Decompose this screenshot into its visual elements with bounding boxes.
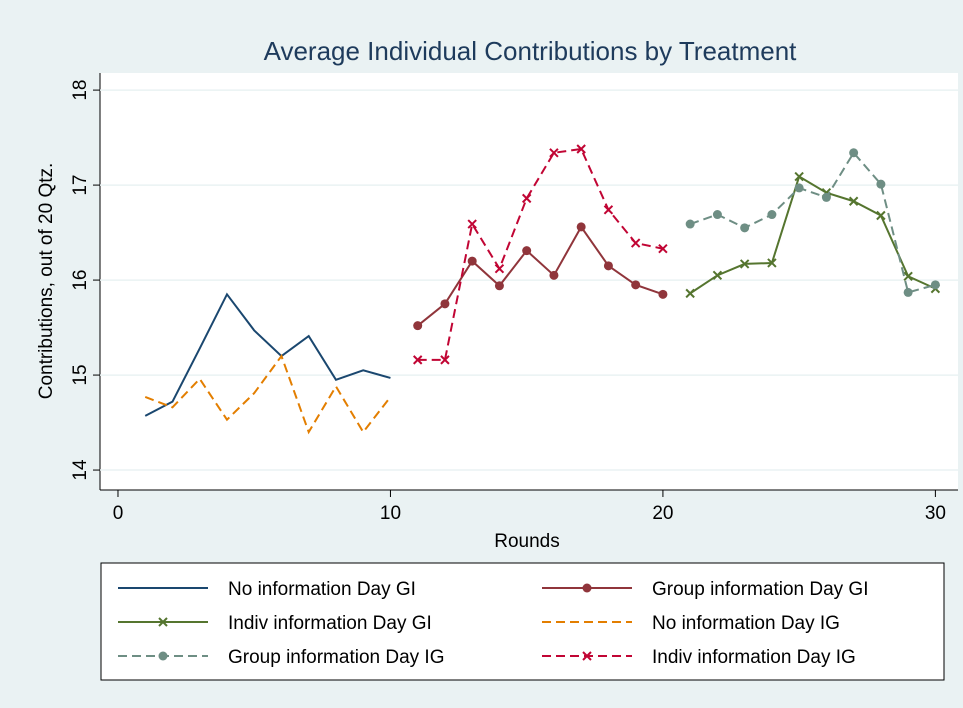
- series-line: [417, 225, 664, 327]
- legend-label: Indiv information Day GI: [228, 613, 432, 634]
- legend-marker: [158, 651, 168, 661]
- legend-label: No information Day IG: [652, 613, 840, 634]
- point: [658, 289, 668, 299]
- point: [876, 179, 886, 189]
- legend-box: [100, 562, 945, 681]
- point: [467, 219, 477, 229]
- legend-label: Group information Day IG: [228, 647, 444, 668]
- point: [685, 288, 695, 299]
- legend-label: No information Day GI: [228, 579, 416, 600]
- legend-marker: [582, 651, 592, 661]
- x-tick-label: 20: [652, 503, 673, 524]
- point: [467, 256, 477, 266]
- point: [740, 223, 750, 233]
- legend-marker: [158, 617, 168, 627]
- point: [440, 299, 450, 309]
- chart-title: Average Individual Contributions by Trea…: [264, 36, 798, 66]
- point: [576, 144, 586, 154]
- point: [876, 210, 886, 221]
- point: [440, 355, 450, 365]
- x-tick-label: 10: [380, 503, 401, 524]
- point: [412, 355, 423, 365]
- point: [794, 183, 804, 193]
- point: [821, 192, 831, 202]
- point: [767, 258, 777, 268]
- series-line: [417, 147, 664, 361]
- point: [494, 263, 505, 274]
- plot-area: [100, 73, 958, 490]
- point: [903, 287, 913, 297]
- point: [930, 280, 940, 290]
- point: [848, 196, 859, 206]
- point: [494, 281, 504, 291]
- point: [712, 270, 723, 281]
- legend-marker: [582, 583, 592, 593]
- y-tick-label: 16: [70, 270, 91, 291]
- series-line: [144, 292, 391, 417]
- y-tick-label: 15: [70, 364, 91, 385]
- point: [413, 321, 423, 331]
- point: [739, 259, 750, 269]
- point: [521, 193, 532, 204]
- point: [658, 244, 668, 254]
- point: [712, 210, 722, 220]
- x-tick-label: 0: [113, 503, 124, 524]
- point: [685, 219, 695, 229]
- y-tick-label: 14: [70, 459, 91, 481]
- point: [603, 261, 613, 271]
- legend-label: Group information Day GI: [652, 579, 868, 600]
- point: [903, 271, 913, 281]
- legend-label: Indiv information Day IG: [652, 647, 856, 668]
- y-tick-label: 17: [70, 175, 91, 196]
- point: [794, 171, 804, 182]
- point: [549, 270, 559, 280]
- series-line: [689, 151, 936, 294]
- y-tick-label: 18: [70, 80, 91, 101]
- point: [849, 148, 859, 158]
- point: [603, 205, 614, 215]
- x-tick-label: 30: [925, 503, 946, 524]
- point: [522, 246, 532, 256]
- y-axis-title: Contributions, out of 20 Qtz.: [36, 163, 57, 400]
- point: [549, 148, 559, 158]
- point: [630, 238, 641, 248]
- point: [576, 222, 586, 232]
- series-line: [689, 175, 936, 295]
- point: [631, 280, 641, 290]
- point: [767, 210, 777, 220]
- series-line: [144, 353, 392, 435]
- x-axis-title: Rounds: [494, 531, 560, 552]
